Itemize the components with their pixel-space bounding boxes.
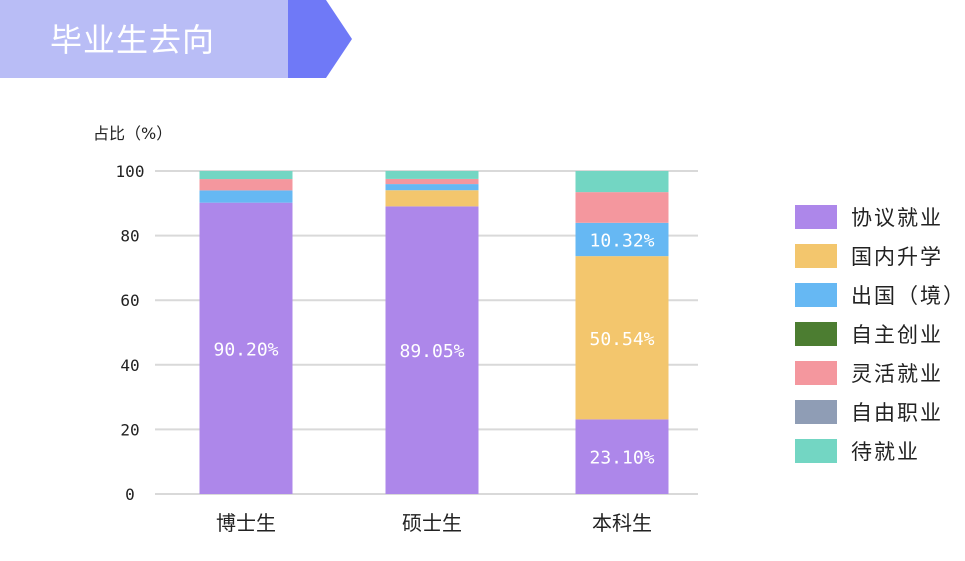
legend-label: 协议就业 bbox=[851, 205, 943, 230]
x-tick-label: 博士生 bbox=[216, 511, 276, 535]
legend-swatch bbox=[795, 438, 837, 463]
legend-label: 自主创业 bbox=[851, 322, 943, 347]
bar-segment bbox=[385, 178, 479, 185]
legend-item: 出国（境） bbox=[795, 275, 965, 314]
legend-swatch bbox=[795, 204, 837, 229]
data-label: 90.20% bbox=[213, 339, 278, 360]
legend-swatch bbox=[795, 243, 837, 268]
bar-segment bbox=[199, 190, 293, 203]
legend-label: 出国（境） bbox=[851, 283, 965, 308]
data-label: 10.32% bbox=[589, 230, 654, 251]
legend-item: 待就业 bbox=[795, 431, 965, 470]
page-title: 毕业生去向 bbox=[50, 21, 216, 59]
legend-swatch bbox=[795, 282, 837, 307]
y-tick-label: 20 bbox=[120, 420, 139, 439]
legend-swatch bbox=[795, 399, 837, 424]
chart-legend: 协议就业 国内升学 出国（境） 自主创业 灵活就业 自由职业 待就业 bbox=[795, 197, 965, 470]
y-axis-title: 占比（%） bbox=[93, 124, 173, 143]
legend-item: 灵活就业 bbox=[795, 353, 965, 392]
data-label: 89.05% bbox=[399, 341, 464, 362]
bar-segment bbox=[575, 419, 669, 494]
legend-label: 待就业 bbox=[851, 439, 920, 464]
bar-segment bbox=[575, 222, 669, 257]
bar-segment bbox=[385, 206, 479, 494]
section-banner: 毕业生去向 bbox=[0, 0, 355, 78]
legend-label: 灵活就业 bbox=[851, 361, 943, 386]
legend-item: 国内升学 bbox=[795, 236, 965, 275]
x-tick-label: 本科生 bbox=[592, 511, 652, 535]
legend-swatch bbox=[795, 321, 837, 346]
bar-segment bbox=[385, 184, 479, 191]
y-tick-label: 40 bbox=[120, 356, 139, 375]
legend-swatch bbox=[795, 360, 837, 385]
bar-segment bbox=[575, 256, 669, 420]
bar-segment bbox=[199, 202, 293, 495]
y-tick-label: 60 bbox=[120, 291, 139, 310]
bar-segment bbox=[575, 192, 669, 223]
y-tick-label: 80 bbox=[120, 227, 139, 246]
bar-segment bbox=[385, 171, 479, 179]
bar-segment bbox=[385, 190, 479, 207]
data-label: 50.54% bbox=[589, 329, 654, 350]
bar-segment bbox=[199, 179, 293, 191]
bar-segment bbox=[199, 171, 293, 180]
banner-background bbox=[0, 0, 288, 78]
legend-item: 协议就业 bbox=[795, 197, 965, 236]
x-tick-label: 硕士生 bbox=[402, 511, 462, 535]
legend-item: 自由职业 bbox=[795, 392, 965, 431]
y-tick-label: 0 bbox=[125, 485, 135, 504]
data-label: 23.10% bbox=[589, 448, 654, 469]
legend-item: 自主创业 bbox=[795, 314, 965, 353]
legend-label: 自由职业 bbox=[851, 400, 943, 425]
y-tick-label: 100 bbox=[116, 162, 145, 181]
legend-label: 国内升学 bbox=[851, 244, 943, 269]
bar-segment bbox=[575, 171, 669, 193]
